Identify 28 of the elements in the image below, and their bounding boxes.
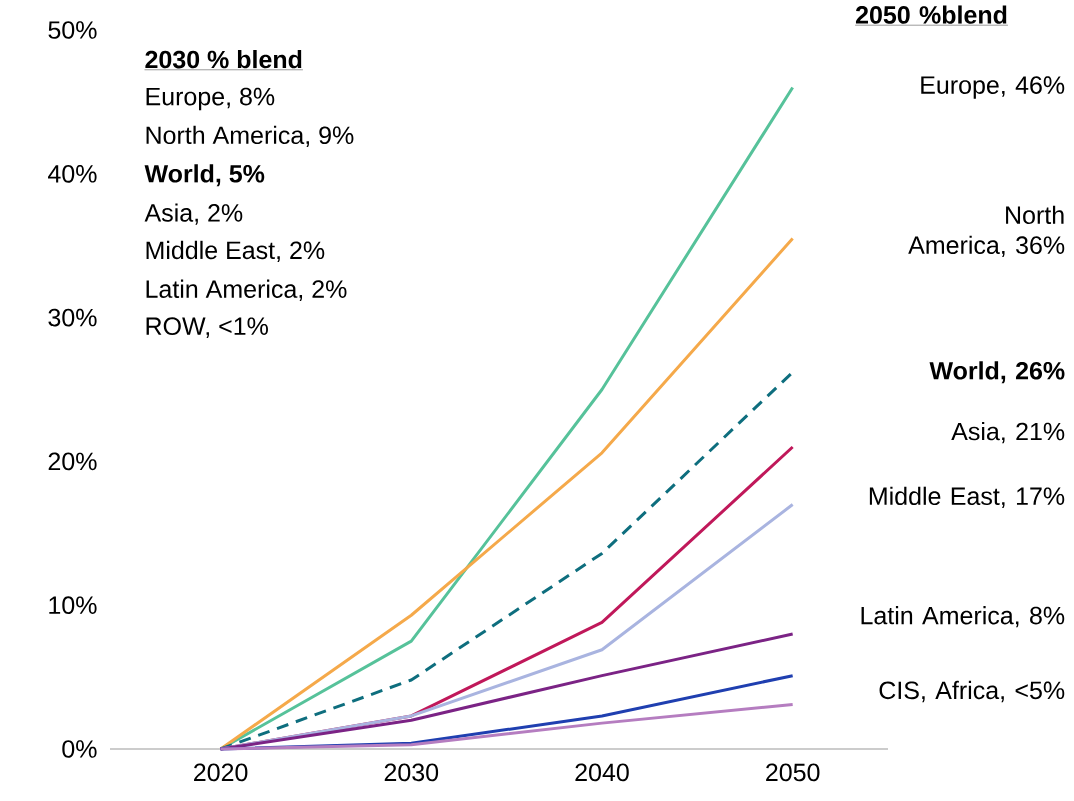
y-tick-label: 10%: [49, 596, 97, 615]
x-tick-label: 2040: [575, 763, 629, 782]
line-series: [219, 632, 795, 751]
annotation: Latin America, 8%: [861, 606, 1065, 628]
annotation: ROW, <1%: [146, 317, 268, 338]
y-tick-label: 0%: [62, 740, 97, 758]
text: Europe, 46%: [921, 76, 1065, 99]
text: World, 26%: [929, 361, 1065, 384]
y-tick-label: 30%: [48, 308, 97, 327]
annotation: 2030 % blend: [145, 50, 302, 69]
x-tick-label: 2050: [766, 763, 820, 782]
y-tick-label: 50%: [48, 21, 97, 39]
y-tick-label: 40%: [48, 164, 97, 183]
x-tick-label: 2030: [384, 763, 439, 782]
annotation: Europe, 8%: [146, 87, 275, 111]
text: North America, 36%: [908, 205, 1065, 257]
annotation: Middle East, 17%: [869, 486, 1065, 509]
text: 2050 %blend: [855, 5, 1007, 24]
line-series: [219, 702, 795, 751]
x-tick-label: 2020: [194, 763, 248, 782]
annotation: Latin America, 2%: [146, 279, 347, 301]
annotation: World, 5%: [144, 164, 265, 187]
y-tick-label: 20%: [48, 452, 97, 471]
annotation: Middle East, 2%: [146, 240, 325, 263]
annotation: North America, 9%: [146, 125, 354, 148]
annotation: Asia, 2%: [144, 203, 243, 225]
annotation: CIS, Africa, <5%: [879, 680, 1065, 703]
text: Asia, 21%: [951, 421, 1065, 444]
